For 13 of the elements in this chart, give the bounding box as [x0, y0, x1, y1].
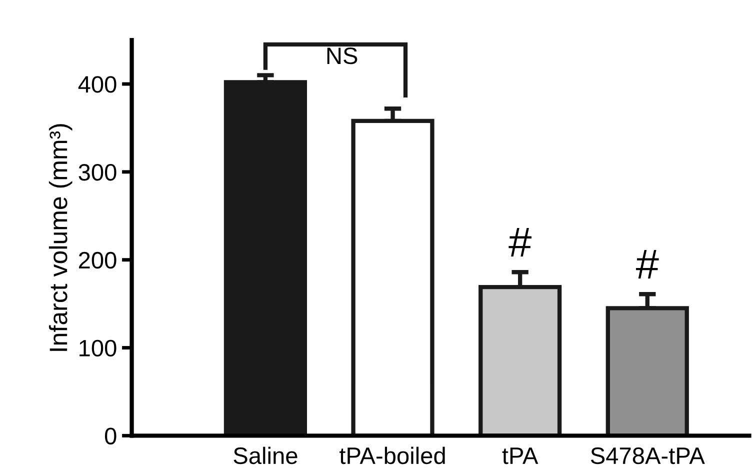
y-tick-label: 300: [78, 164, 116, 181]
x-tick-label: Saline: [234, 446, 298, 464]
y-tick-label: 200: [78, 252, 116, 269]
annotation: NS: [327, 47, 358, 64]
y-tick-label: 0: [104, 428, 116, 444]
y-tick-label: 100: [80, 340, 116, 357]
annotation: #: [508, 228, 532, 256]
x-tick-label: tPA: [502, 448, 538, 464]
y-tick-label: 400: [78, 76, 116, 93]
x-tick-label: tPA-boiled: [340, 446, 445, 464]
y-axis-title: Infarct volume (mm³): [48, 124, 72, 351]
annotation: #: [636, 250, 659, 278]
x-tick-label: S478A-tPA: [590, 447, 705, 464]
